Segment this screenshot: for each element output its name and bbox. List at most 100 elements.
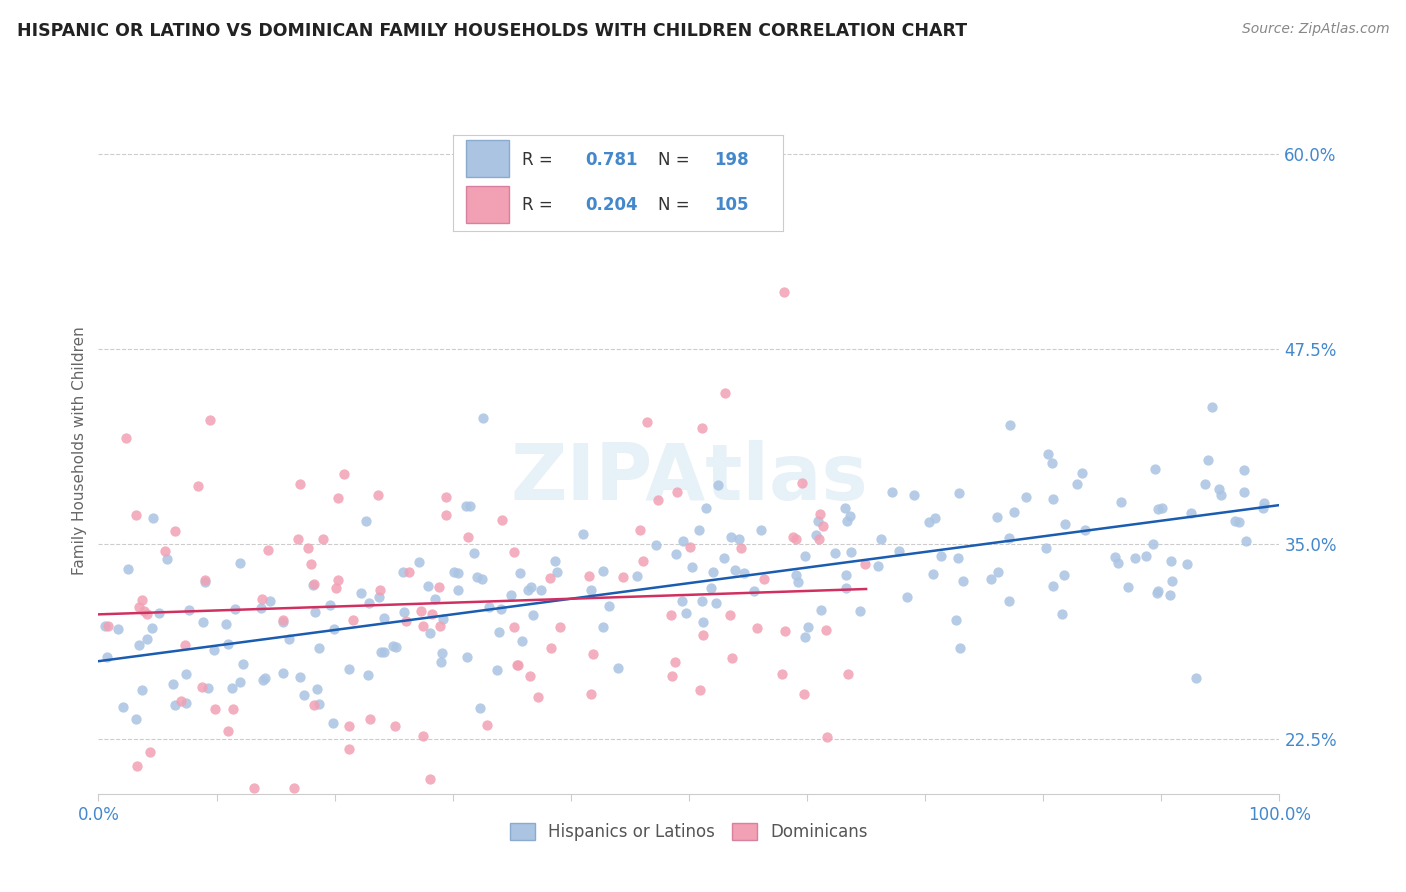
Point [1251,501,1274,516]
Point [592,565,614,579]
Point [124,712,146,726]
Point [170,694,193,708]
Point [136,607,159,621]
Point [1211,488,1233,502]
Point [679,540,702,554]
Point [131,593,153,607]
Point [305,682,328,697]
Point [607,661,630,675]
Point [204,702,226,716]
Point [882,485,904,500]
Point [835,581,858,595]
Point [785,568,807,582]
Point [814,623,837,637]
Point [924,511,946,525]
Point [516,583,538,598]
Point [987,565,1010,579]
Point [721,651,744,665]
Point [948,550,970,565]
Point [491,513,513,527]
Point [135,632,157,646]
Point [271,615,294,630]
Point [224,602,246,616]
Point [107,622,129,636]
Point [1053,516,1076,531]
Point [427,580,450,594]
Point [1160,554,1182,568]
Point [929,549,952,563]
Point [792,476,814,491]
Point [458,499,481,513]
Point [222,702,245,716]
Point [849,604,872,618]
Point [128,600,150,615]
Point [666,485,689,500]
Point [299,558,322,572]
Point [499,588,522,602]
Point [841,545,863,559]
Point [436,508,458,522]
Point [229,556,252,570]
Point [384,640,406,654]
Point [242,781,264,796]
Point [125,508,148,523]
Point [332,467,354,481]
Point [277,632,299,646]
Point [1040,456,1063,470]
Point [808,507,831,521]
Point [325,581,347,595]
Point [598,599,620,613]
Point [1194,476,1216,491]
Point [194,573,217,587]
Point [1150,501,1173,516]
Point [471,572,494,586]
Point [824,546,846,560]
Point [742,583,765,598]
Point [702,566,724,580]
Point [354,514,377,528]
Point [142,511,165,525]
Point [1050,607,1073,622]
Point [1107,556,1129,570]
Point [257,542,280,557]
Point [945,613,967,627]
Point [392,566,415,580]
Point [288,670,311,684]
Point [1180,506,1202,520]
Point [582,648,605,662]
Point [1066,477,1088,491]
Point [232,657,254,672]
Point [707,477,730,491]
Point [1201,401,1223,415]
Point [202,642,225,657]
Point [1123,551,1146,566]
Point [228,675,250,690]
Point [337,742,360,756]
Point [775,624,797,638]
Point [681,560,703,574]
Point [111,699,134,714]
Point [138,745,160,759]
Point [252,592,274,607]
Point [503,545,526,559]
Point [714,386,737,401]
Point [506,658,529,673]
Point [626,569,648,583]
Text: HISPANIC OR LATINO VS DOMINICAN FAMILY HOUSEHOLDS WITH CHILDREN CORRELATION CHAR: HISPANIC OR LATINO VS DOMINICAN FAMILY H… [17,22,967,40]
Point [271,613,294,627]
Point [250,601,273,615]
Point [948,486,970,500]
Point [749,524,772,538]
Point [793,630,815,644]
Point [419,772,441,786]
Point [578,569,600,583]
Point [217,636,239,650]
Point [398,565,420,579]
Point [141,621,163,635]
Point [689,683,711,698]
Point [1015,491,1038,505]
Point [572,526,595,541]
Point [447,566,470,580]
Point [342,613,364,627]
Point [471,411,494,425]
